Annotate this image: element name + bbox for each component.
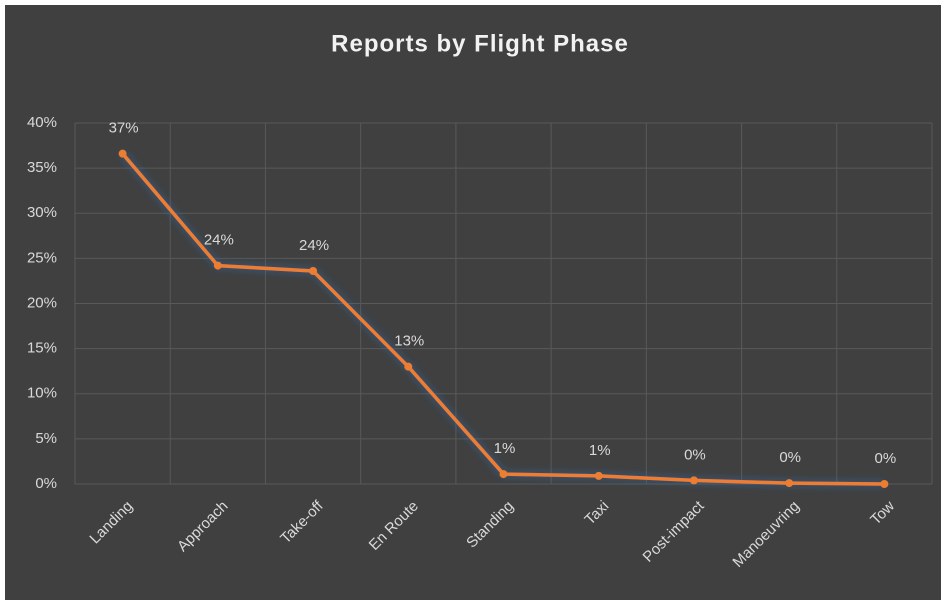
data-point: [309, 267, 318, 276]
chart-background: [5, 5, 941, 600]
y-tick-label: 5%: [35, 430, 57, 447]
y-tick-label: 0%: [35, 475, 57, 492]
data-label: 1%: [494, 440, 516, 457]
chart-title: Reports by Flight Phase: [331, 30, 629, 57]
data-point: [118, 149, 127, 158]
data-label: 1%: [589, 442, 611, 459]
data-point: [689, 476, 698, 485]
data-point: [594, 471, 603, 480]
data-label: 0%: [779, 449, 801, 466]
y-tick-label: 20%: [27, 294, 57, 311]
data-point: [404, 362, 413, 371]
y-tick-label: 10%: [27, 385, 57, 402]
data-point: [213, 261, 222, 270]
y-tick-label: 40%: [27, 114, 57, 131]
y-tick-label: 35%: [27, 159, 57, 176]
y-tick-label: 25%: [27, 249, 57, 266]
data-label: 0%: [875, 450, 897, 467]
data-point: [880, 480, 889, 488]
y-tick-label: 30%: [27, 204, 57, 221]
data-label: 0%: [684, 446, 706, 463]
data-label: 24%: [299, 237, 329, 254]
data-label: 13%: [394, 333, 424, 350]
data-point: [499, 470, 508, 479]
y-tick-label: 15%: [27, 340, 57, 357]
data-point: [785, 479, 794, 488]
data-label: 37%: [109, 120, 139, 137]
data-label: 24%: [204, 232, 234, 249]
